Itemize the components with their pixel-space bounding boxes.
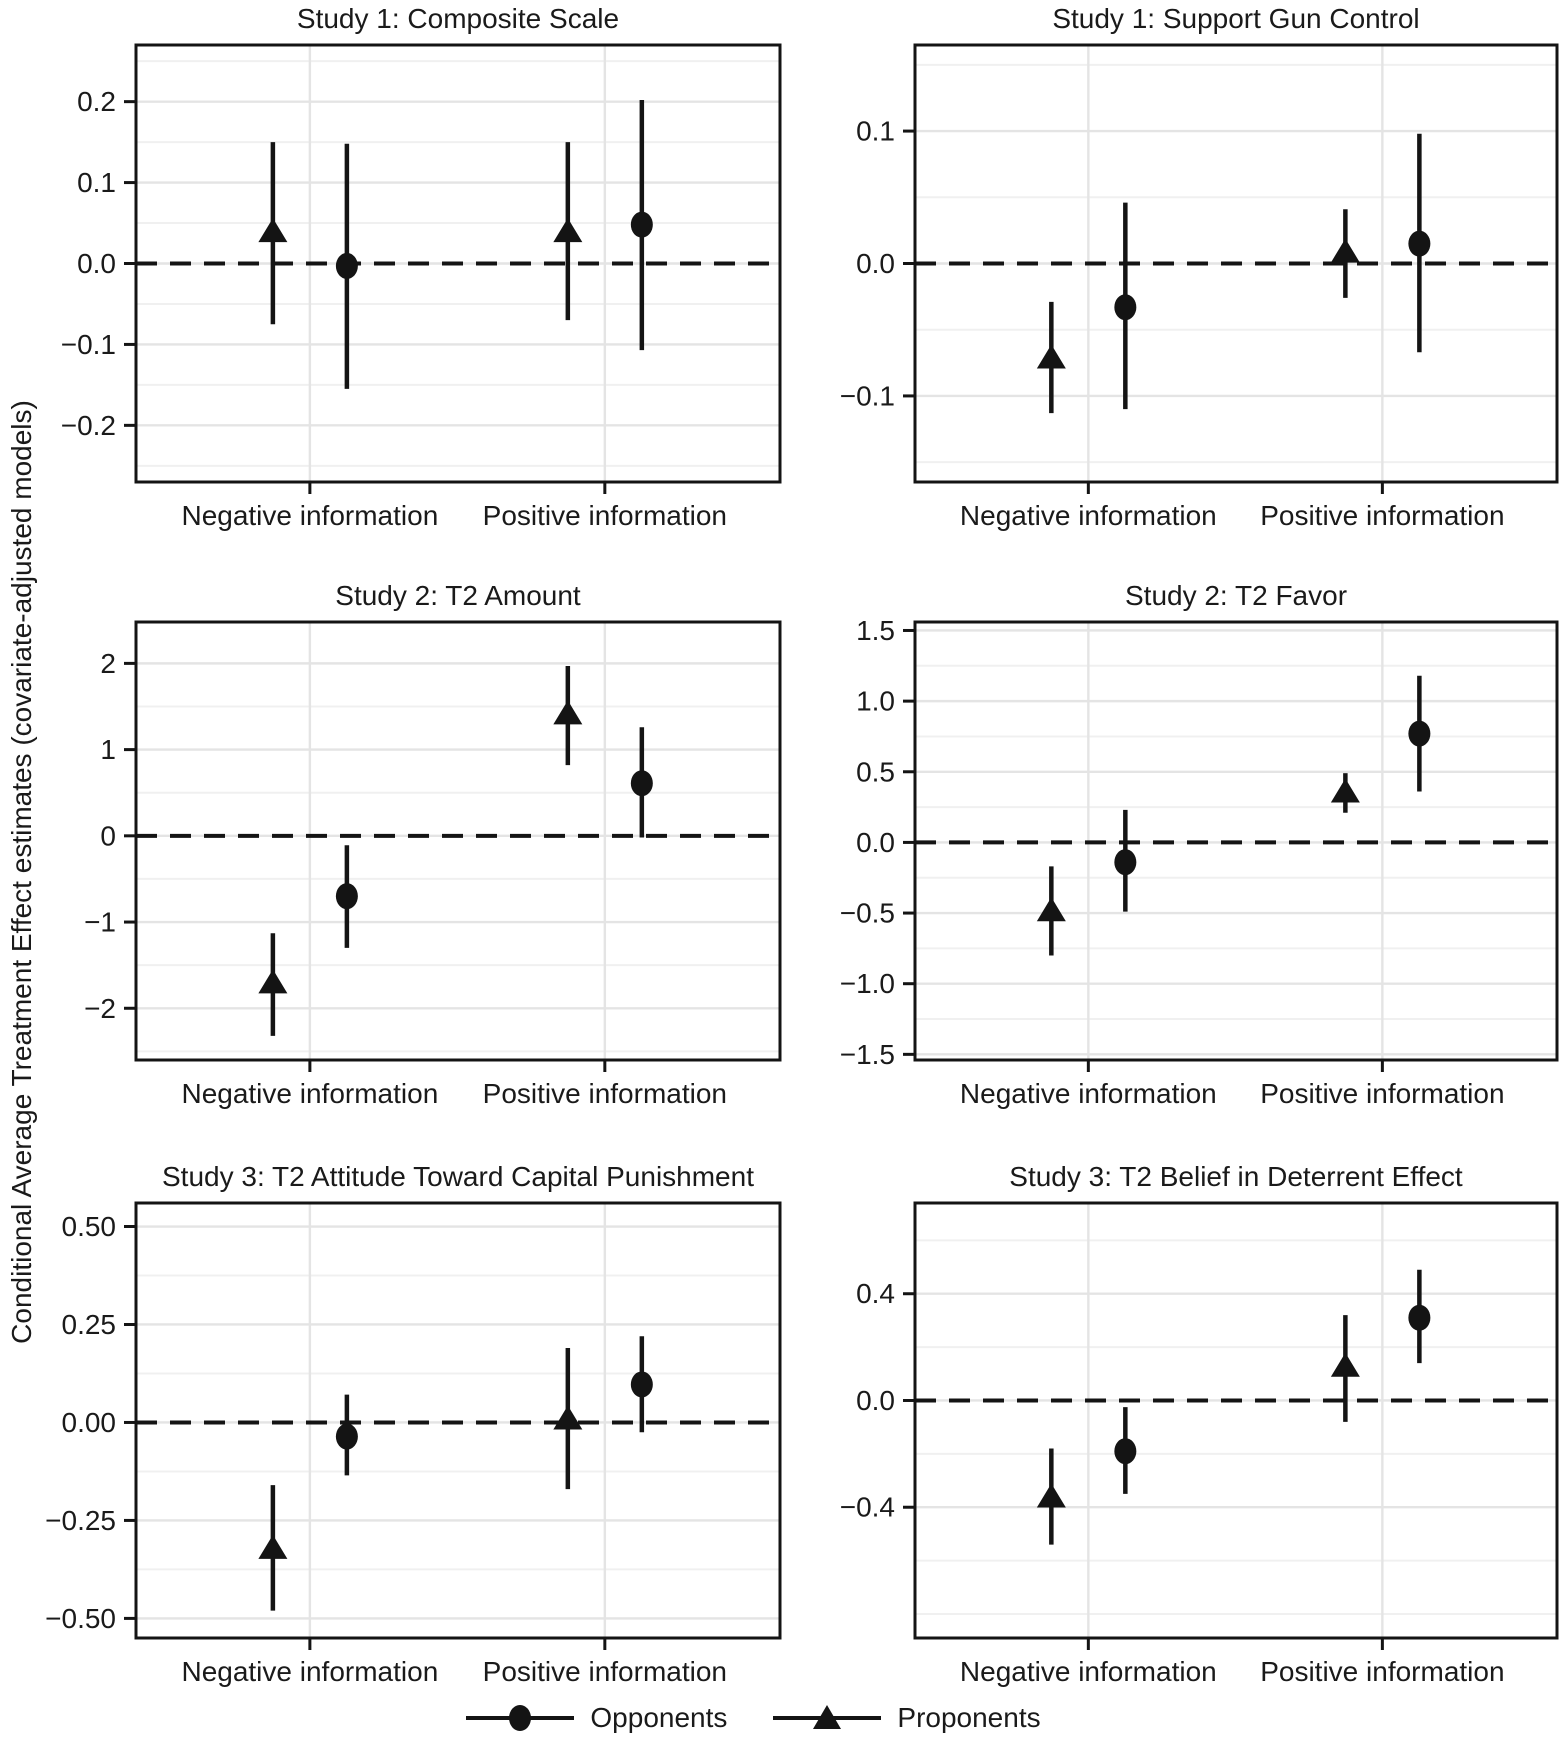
legend-label-opponents: Opponents <box>590 1702 728 1733</box>
x-tick-label-positive: Positive information <box>1260 500 1505 531</box>
x-tick-label-positive: Positive information <box>1260 1656 1505 1687</box>
plot-area: 0.2 0.1 0.0 −0.1 −0.2 <box>61 43 782 494</box>
panel-study2-t2-favor: Study 2: T2 Favor 1.5 1.0 0.5 0.0 −0.5 −1.0 −1… <box>795 580 1559 1109</box>
x-tick-label-positive: Positive information <box>482 1656 727 1687</box>
panel-title: Study 3: T2 Attitude Toward Capital Puni… <box>162 1161 754 1192</box>
panel-study3-t2-belief: Study 3: T2 Belief in Deterrent Effect 0… <box>795 1161 1559 1687</box>
svg-text:2: 2 <box>100 648 116 679</box>
svg-text:−0.1: −0.1 <box>61 329 116 360</box>
svg-text:−0.4: −0.4 <box>840 1492 895 1523</box>
x-tick-label-positive: Positive information <box>482 1078 727 1109</box>
plot-area: 0.50 0.25 0.00 −0.25 −0.50 <box>45 1201 782 1650</box>
svg-text:−0.5: −0.5 <box>840 898 895 929</box>
svg-text:0.0: 0.0 <box>856 248 895 279</box>
legend: Opponents Proponents <box>0 1700 1561 1736</box>
triangle-marker-icon <box>773 1705 882 1729</box>
plot-area: 0.1 0.0 −0.1 <box>840 43 1559 494</box>
plot-area: 0.4 0.0 −0.4 <box>840 1201 1559 1650</box>
x-tick-label-positive: Positive information <box>1260 1078 1505 1109</box>
svg-text:−1: −1 <box>84 907 116 938</box>
x-tick-label-negative: Negative information <box>959 500 1217 531</box>
svg-text:1.0: 1.0 <box>856 686 895 717</box>
panel-study3-t2-attitude: Study 3: T2 Attitude Toward Capital Puni… <box>45 1161 782 1687</box>
y-axis-label: Conditional Average Treatment Effect est… <box>6 400 37 1344</box>
svg-text:0.4: 0.4 <box>856 1278 895 1309</box>
circle-marker-icon <box>466 1705 575 1731</box>
plot-area: 1.5 1.0 0.5 0.0 −0.5 −1.0 −1.5 <box>840 615 1559 1072</box>
svg-text:1: 1 <box>100 734 116 765</box>
panel-title: Study 2: T2 Favor <box>1124 580 1348 611</box>
x-tick-label-negative: Negative information <box>959 1656 1217 1687</box>
svg-text:0.2: 0.2 <box>77 86 116 117</box>
svg-text:0.0: 0.0 <box>77 248 116 279</box>
svg-text:0.1: 0.1 <box>77 167 116 198</box>
svg-text:−2: −2 <box>84 993 116 1024</box>
x-tick-label-positive: Positive information <box>482 500 727 531</box>
panel-title: Study 2: T2 Amount <box>335 580 581 611</box>
legend-item-proponents: Proponents <box>771 1700 1041 1736</box>
panel-study1-support-gun-control: Study 1: Support Gun Control 0.1 0.0 −0.1 … <box>795 3 1559 531</box>
panel-study1-composite-scale: Study 1: Composite Scale 0.2 0.1 0.0 −0.1 −0… <box>50 3 782 531</box>
plot-area: 2 1 0 −1 −2 <box>84 620 782 1072</box>
svg-text:0.50: 0.50 <box>62 1211 117 1242</box>
svg-text:−0.50: −0.50 <box>45 1603 116 1634</box>
svg-text:0: 0 <box>100 820 116 851</box>
panel-title: Study 1: Composite Scale <box>296 3 620 34</box>
panel-title: Study 1: Support Gun Control <box>1052 3 1420 34</box>
x-tick-label-negative: Negative information <box>959 1078 1217 1109</box>
legend-label-proponents: Proponents <box>897 1702 1041 1733</box>
x-tick-label-negative: Negative information <box>181 1656 439 1687</box>
svg-text:0.0: 0.0 <box>856 1385 895 1416</box>
svg-text:−0.1: −0.1 <box>840 380 895 411</box>
svg-text:−1.5: −1.5 <box>840 1039 895 1070</box>
svg-text:0.5: 0.5 <box>856 756 895 787</box>
x-tick-label-negative: Negative information <box>181 1078 439 1109</box>
legend-item-opponents: Opponents <box>464 1700 727 1736</box>
svg-text:0.1: 0.1 <box>856 116 895 147</box>
svg-text:−0.25: −0.25 <box>45 1505 116 1536</box>
x-tick-label-negative: Negative information <box>181 500 439 531</box>
panel-study2-t2-amount: Study 2: T2 Amount 2 1 0 −1 −2 Negative info… <box>50 580 782 1109</box>
svg-text:0.25: 0.25 <box>62 1309 117 1340</box>
panel-title: Study 3: T2 Belief in Deterrent Effect <box>1009 1161 1463 1192</box>
svg-text:1.5: 1.5 <box>856 615 895 646</box>
svg-text:0.00: 0.00 <box>62 1407 117 1438</box>
svg-text:−1.0: −1.0 <box>840 968 895 999</box>
svg-text:0.0: 0.0 <box>856 827 895 858</box>
svg-text:−0.2: −0.2 <box>61 410 116 441</box>
